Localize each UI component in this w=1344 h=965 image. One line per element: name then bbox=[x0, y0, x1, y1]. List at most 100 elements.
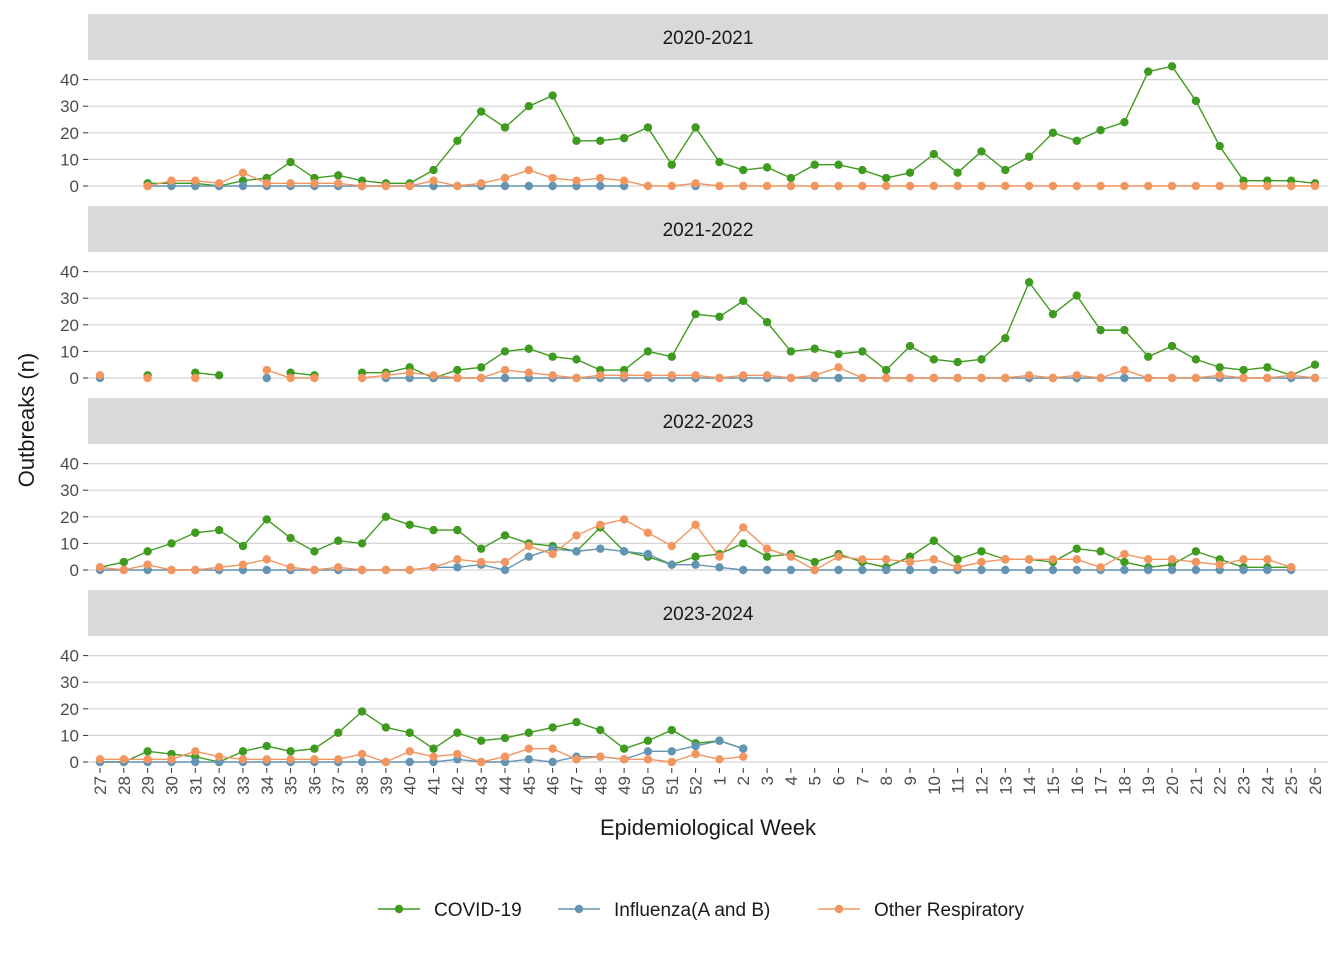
data-point bbox=[596, 181, 605, 191]
x-tick-label: 18 bbox=[1115, 776, 1134, 795]
data-point bbox=[572, 373, 581, 383]
facet-strip bbox=[88, 14, 1328, 60]
y-tick-label: 30 bbox=[60, 289, 79, 308]
data-point bbox=[476, 373, 486, 383]
data-point bbox=[238, 560, 248, 569]
data-point bbox=[1120, 117, 1129, 127]
y-tick-label: 30 bbox=[60, 481, 79, 500]
x-tick-label: 23 bbox=[1235, 776, 1254, 795]
data-point bbox=[1048, 555, 1058, 564]
data-point bbox=[1167, 555, 1177, 564]
data-point bbox=[500, 347, 510, 356]
data-point bbox=[1215, 181, 1224, 191]
data-point bbox=[691, 309, 700, 319]
y-tick-label: 40 bbox=[60, 647, 79, 666]
data-point bbox=[1072, 136, 1081, 145]
x-tick-label: 32 bbox=[210, 776, 229, 795]
facet-strip-label: 2020-2021 bbox=[663, 28, 754, 49]
data-point bbox=[905, 168, 915, 177]
data-point bbox=[238, 541, 248, 551]
y-tick-label: 40 bbox=[60, 263, 79, 282]
data-point bbox=[977, 147, 986, 156]
data-point bbox=[1048, 565, 1058, 575]
data-point bbox=[524, 552, 534, 561]
data-point bbox=[310, 179, 319, 188]
data-point bbox=[691, 179, 700, 188]
data-point bbox=[739, 165, 748, 175]
data-point bbox=[1144, 181, 1153, 191]
data-point bbox=[1263, 373, 1272, 383]
data-point bbox=[572, 717, 581, 727]
y-tick-label: 20 bbox=[60, 508, 79, 527]
data-point bbox=[1263, 555, 1272, 564]
x-tick-label: 13 bbox=[996, 776, 1015, 795]
data-point bbox=[286, 533, 295, 543]
data-point bbox=[858, 181, 867, 191]
data-point bbox=[453, 555, 462, 564]
data-point bbox=[762, 371, 772, 380]
data-point bbox=[691, 741, 700, 751]
data-point bbox=[1024, 152, 1034, 161]
data-point bbox=[953, 168, 962, 177]
facet-panel-2021-2022: 2021-2022 0 10 20 30 40 bbox=[60, 206, 1328, 388]
data-point bbox=[953, 563, 962, 572]
data-point bbox=[357, 749, 367, 759]
data-point bbox=[977, 547, 986, 556]
data-point bbox=[429, 744, 438, 753]
x-tick-label: 35 bbox=[282, 776, 301, 795]
data-point bbox=[572, 755, 581, 764]
data-point bbox=[143, 560, 152, 569]
data-point bbox=[405, 728, 414, 737]
x-tick-label: 47 bbox=[567, 776, 586, 795]
data-point bbox=[977, 565, 986, 575]
data-point bbox=[762, 317, 772, 327]
data-point bbox=[429, 176, 438, 185]
data-point bbox=[1215, 363, 1224, 372]
data-point bbox=[286, 179, 295, 188]
data-point bbox=[238, 755, 248, 764]
data-point bbox=[905, 341, 915, 351]
data-point bbox=[977, 181, 986, 191]
data-point bbox=[1310, 181, 1320, 191]
data-point bbox=[143, 747, 152, 756]
data-point bbox=[310, 373, 319, 383]
data-point bbox=[762, 163, 772, 172]
x-tick-label: 42 bbox=[448, 776, 467, 795]
data-point bbox=[929, 373, 939, 383]
data-point bbox=[1144, 555, 1153, 564]
x-tick-label: 16 bbox=[1068, 776, 1087, 795]
data-point bbox=[548, 371, 557, 380]
series-COVID-19 bbox=[143, 278, 1320, 383]
facet-strip-label: 2022-2023 bbox=[663, 412, 754, 433]
data-point bbox=[262, 555, 271, 564]
data-point bbox=[1024, 181, 1034, 191]
x-tick-label: 24 bbox=[1258, 776, 1277, 795]
data-point bbox=[143, 755, 152, 764]
data-point bbox=[834, 552, 843, 561]
data-point bbox=[929, 536, 939, 545]
data-point bbox=[691, 749, 700, 759]
x-tick-label: 25 bbox=[1282, 776, 1301, 795]
data-point bbox=[405, 520, 414, 529]
data-point bbox=[191, 757, 200, 767]
data-point bbox=[476, 544, 486, 553]
data-point bbox=[643, 528, 653, 537]
data-point bbox=[1120, 557, 1129, 567]
data-point bbox=[1096, 547, 1105, 556]
facet-strip bbox=[88, 206, 1328, 252]
data-point bbox=[1001, 333, 1010, 343]
data-point bbox=[381, 512, 391, 521]
x-tick-label: 21 bbox=[1187, 776, 1206, 795]
data-point bbox=[310, 744, 319, 753]
data-point bbox=[643, 123, 653, 132]
y-tick-label: 30 bbox=[60, 673, 79, 692]
data-point bbox=[357, 565, 367, 575]
data-point bbox=[1072, 555, 1081, 564]
data-point bbox=[834, 349, 843, 359]
data-point bbox=[667, 541, 676, 551]
data-point bbox=[1191, 355, 1201, 364]
data-point bbox=[762, 544, 772, 553]
x-axis: 27 28 29 30 31 32 33 34 35 36 37 38 39 40 41 42 43 44 45 46… bbox=[91, 768, 1325, 795]
data-point bbox=[1144, 352, 1153, 361]
data-point bbox=[667, 352, 676, 361]
